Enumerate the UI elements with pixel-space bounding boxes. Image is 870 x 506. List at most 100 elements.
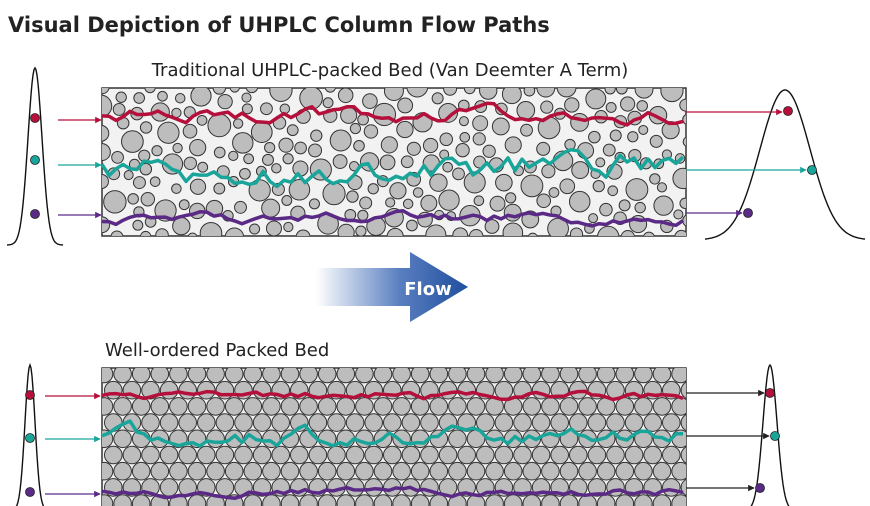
particle xyxy=(513,445,532,465)
particle xyxy=(468,228,484,236)
particle xyxy=(286,124,299,137)
particle xyxy=(169,461,188,481)
particle xyxy=(502,222,524,236)
particle xyxy=(513,413,532,432)
peak-dot xyxy=(743,208,753,218)
particle xyxy=(327,413,346,432)
peak-dot xyxy=(770,431,780,441)
particle xyxy=(241,103,253,115)
particle xyxy=(448,397,467,416)
particle xyxy=(110,230,124,236)
particle xyxy=(150,368,170,384)
particle xyxy=(102,124,110,142)
particle xyxy=(615,494,635,506)
particle xyxy=(392,368,411,384)
particle xyxy=(113,494,132,506)
particle xyxy=(489,195,506,212)
peak-dot xyxy=(30,113,40,123)
particle xyxy=(190,88,212,107)
particle xyxy=(536,141,551,156)
particle xyxy=(401,413,421,432)
particle xyxy=(656,182,668,193)
particle xyxy=(172,142,183,154)
particle xyxy=(269,88,293,102)
particle xyxy=(531,445,551,465)
particle xyxy=(522,397,542,416)
particle xyxy=(396,120,414,139)
peak-dot xyxy=(25,487,35,497)
particle xyxy=(503,368,523,384)
particle xyxy=(359,152,380,172)
particle xyxy=(261,198,281,218)
particle xyxy=(438,445,458,465)
particle xyxy=(596,461,616,481)
peak-dot xyxy=(765,388,775,398)
particle xyxy=(550,413,570,432)
particle xyxy=(346,190,359,203)
particle xyxy=(541,164,556,179)
particle xyxy=(249,223,261,235)
particle xyxy=(662,445,681,465)
particle xyxy=(121,130,144,153)
particle xyxy=(438,189,460,211)
particle xyxy=(140,192,156,207)
particle xyxy=(402,198,414,210)
particle xyxy=(295,229,311,236)
particle xyxy=(103,190,127,214)
particle xyxy=(624,413,644,432)
particle xyxy=(578,461,597,481)
particle xyxy=(355,368,374,384)
particle xyxy=(389,182,407,200)
particle xyxy=(197,445,216,465)
particle xyxy=(516,101,536,120)
flow-path xyxy=(101,485,684,500)
particle xyxy=(671,494,686,506)
particle xyxy=(189,139,207,157)
particle xyxy=(357,209,369,221)
particle xyxy=(448,461,467,481)
particle xyxy=(520,123,533,137)
particle xyxy=(299,368,318,384)
particle xyxy=(349,122,362,135)
particle xyxy=(139,121,153,134)
particle xyxy=(383,445,402,465)
particle xyxy=(373,368,393,384)
particle xyxy=(189,178,207,195)
particle xyxy=(680,446,686,464)
particle xyxy=(224,397,244,416)
particle xyxy=(643,231,655,236)
particle xyxy=(299,397,318,416)
particle xyxy=(243,153,255,165)
particle xyxy=(262,153,274,166)
particle xyxy=(649,134,663,148)
particle xyxy=(472,132,486,146)
particle xyxy=(317,397,337,416)
particle xyxy=(494,445,514,465)
particle xyxy=(634,368,653,384)
particle xyxy=(491,117,510,136)
particle xyxy=(174,92,186,104)
particle xyxy=(652,494,672,506)
flow-path xyxy=(101,208,684,228)
particle xyxy=(197,413,216,432)
particle xyxy=(548,187,560,198)
particle xyxy=(280,368,300,384)
particle xyxy=(241,92,252,103)
particle xyxy=(522,494,542,506)
particle xyxy=(113,397,132,416)
particle xyxy=(322,97,334,109)
particle xyxy=(595,157,606,168)
particle xyxy=(113,461,132,481)
particle xyxy=(636,100,648,112)
particle xyxy=(299,461,318,481)
particle xyxy=(679,98,686,112)
particle xyxy=(337,88,354,104)
particle xyxy=(634,494,653,506)
particle xyxy=(178,199,190,211)
peak xyxy=(704,89,866,240)
particle xyxy=(682,214,686,227)
particle xyxy=(271,413,291,432)
particle xyxy=(522,368,542,384)
particle xyxy=(131,368,151,384)
particle xyxy=(592,179,605,193)
